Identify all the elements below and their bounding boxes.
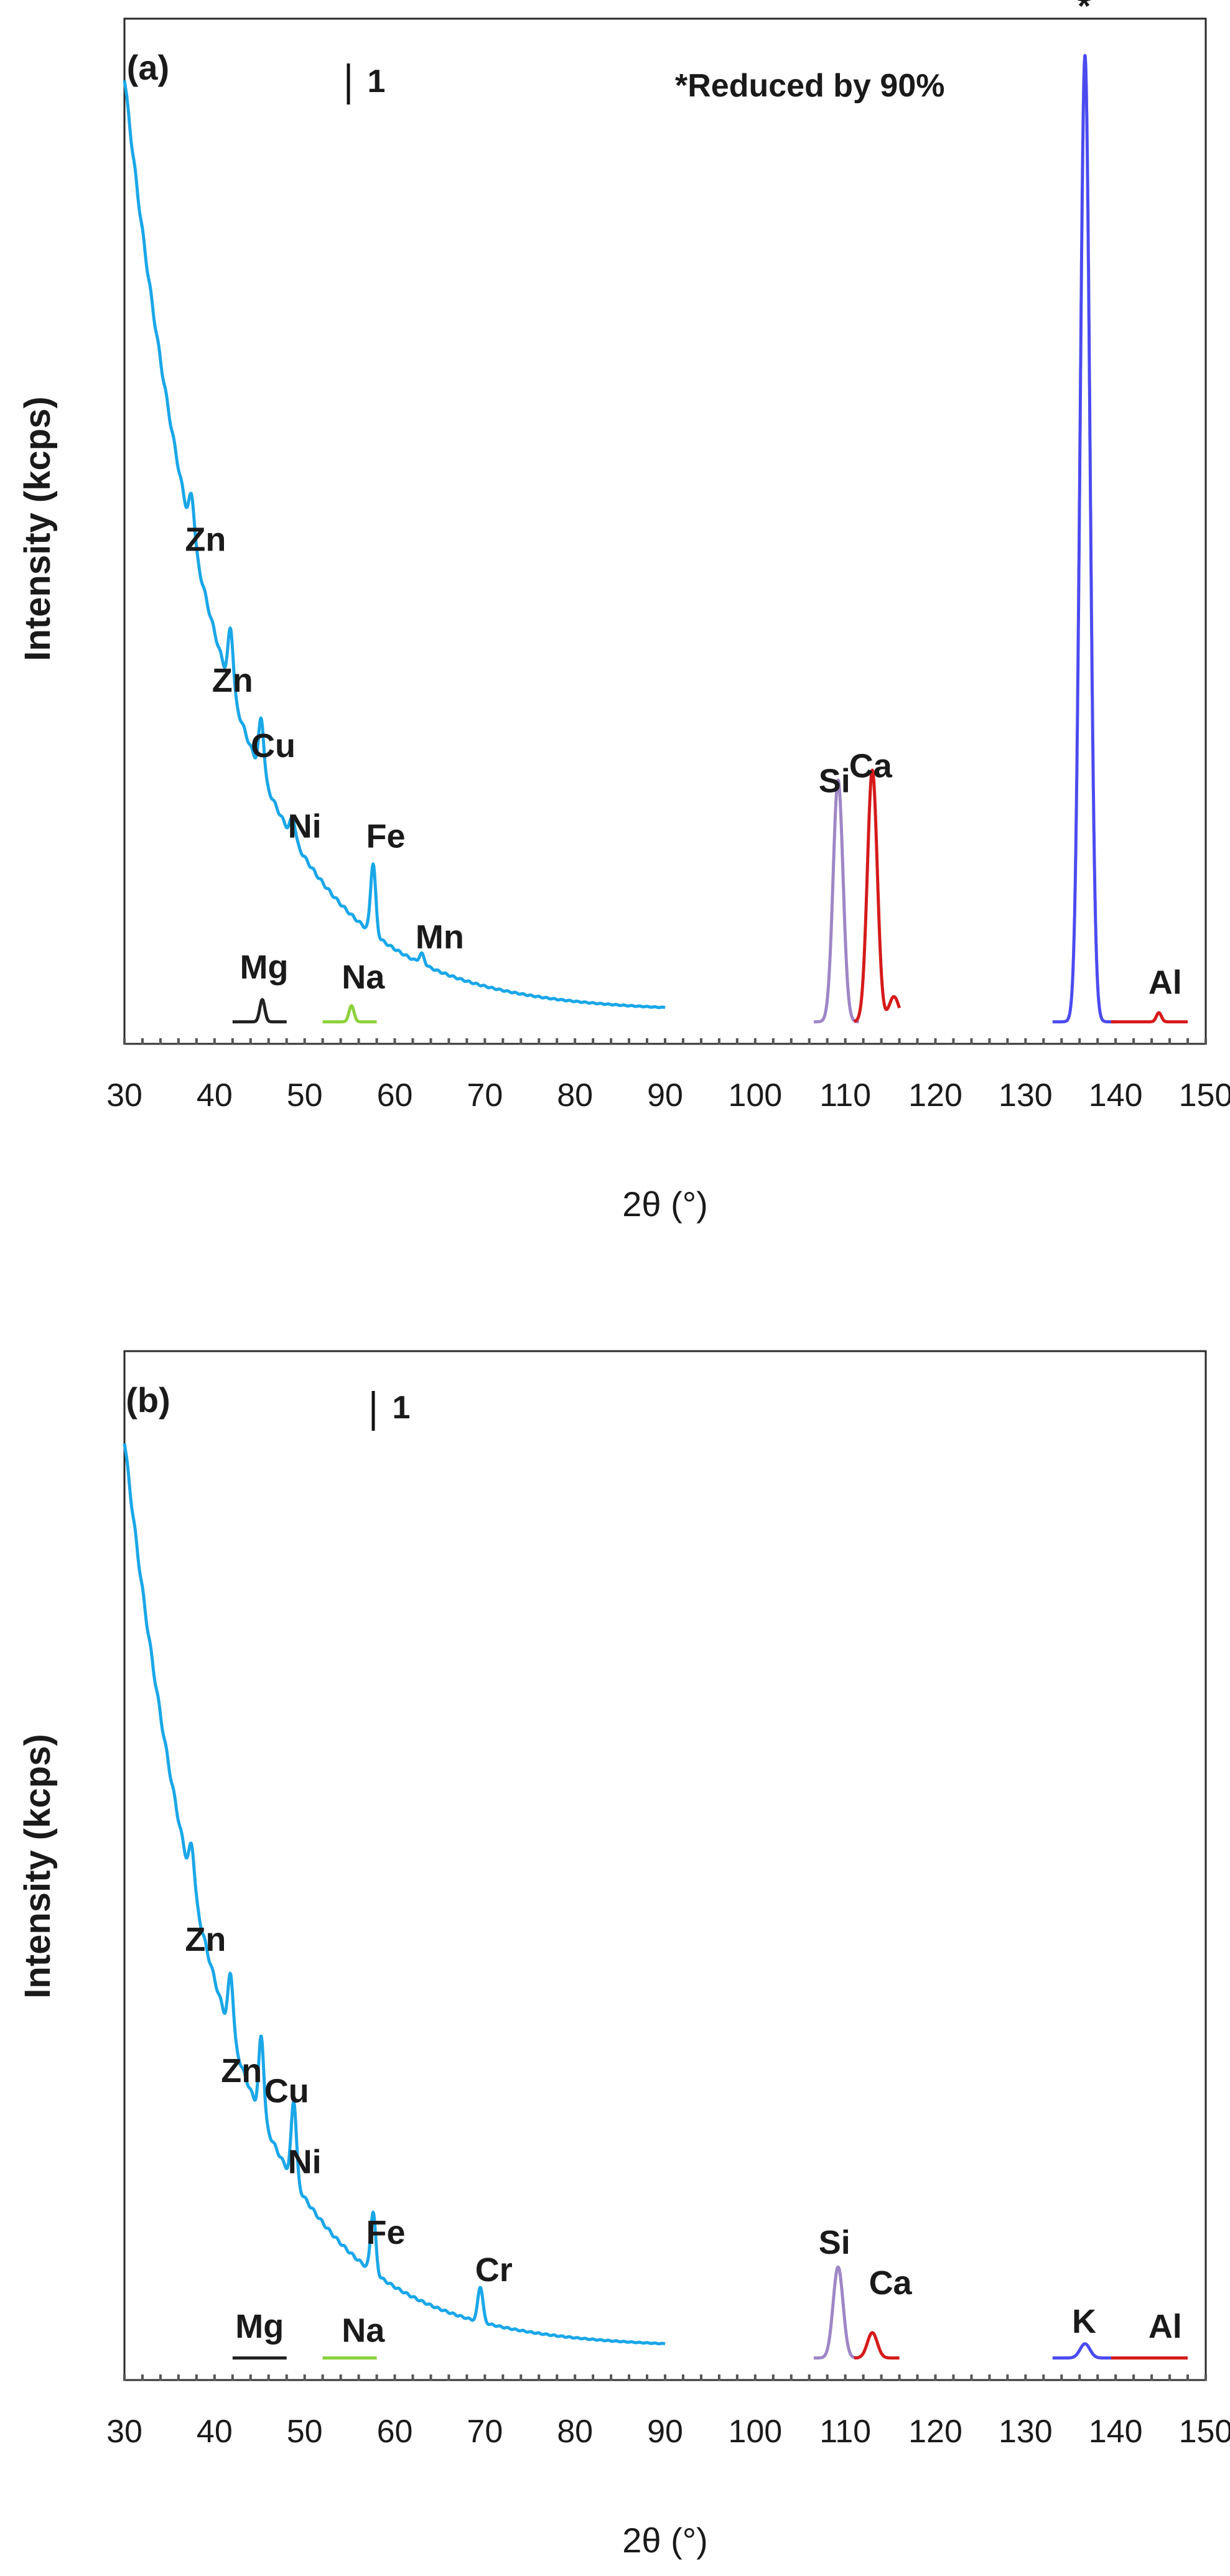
x-tick-label: 30: [106, 1077, 142, 1114]
element-label: Cu: [264, 2073, 309, 2110]
reduction-note: *Reduced by 90%: [675, 68, 945, 104]
series-line-background-scan: [123, 80, 666, 1010]
element-label: Zn: [212, 662, 253, 699]
x-tick-label: 90: [647, 1077, 683, 1114]
element-label: Fe: [366, 2214, 406, 2251]
x-tick-label: 100: [728, 1077, 782, 1114]
series-line-mg: [231, 998, 289, 1024]
x-tick-label: 140: [1089, 2414, 1143, 2450]
x-tick-label: 30: [106, 2414, 142, 2450]
x-tick-label: 40: [197, 2414, 233, 2450]
element-label: Si: [819, 763, 850, 800]
element-label: Ca: [869, 2264, 913, 2302]
element-label: Ni: [288, 2143, 322, 2180]
series-line-k: [1051, 2342, 1117, 2360]
x-tick-label: 50: [287, 1077, 323, 1114]
x-tick-label: 80: [557, 2414, 593, 2450]
element-label: Ca: [849, 747, 893, 784]
series-line-al: [1109, 1011, 1190, 1024]
x-tick-label: 130: [999, 2414, 1053, 2450]
panel-label: (a): [127, 48, 169, 87]
x-tick-label: 130: [999, 1077, 1053, 1114]
element-label: Mg: [240, 949, 289, 986]
x-tick-label: 120: [908, 1077, 962, 1114]
element-label: Zn: [185, 1921, 226, 1958]
element-label: Al: [1148, 964, 1182, 1001]
panel-label: (b): [126, 1380, 170, 1420]
plot-frame: [123, 17, 1207, 1045]
series-line-ca: [852, 2331, 901, 2360]
x-tick-label: 60: [377, 2414, 413, 2450]
element-label: Na: [342, 2312, 385, 2350]
element-label: Mn: [416, 918, 464, 956]
plot-frame: [123, 1350, 1207, 2381]
x-axis-label: 2θ (°): [622, 1184, 708, 1224]
element-label: Fe: [366, 818, 406, 855]
series-line-background-scan: [123, 1443, 666, 2346]
y-axis-label: Intensity (kcps): [17, 1734, 58, 1998]
x-tick-label: 70: [467, 2414, 503, 2450]
element-label: Al: [1148, 2308, 1182, 2345]
series-line-si: [812, 778, 860, 1024]
element-label: Si: [819, 2224, 850, 2261]
x-tick-label: 150: [1179, 1077, 1230, 1114]
x-tick-label: 40: [197, 1077, 233, 1114]
element-label: Cr: [475, 2251, 513, 2289]
element-label: Zn: [221, 2052, 262, 2090]
series-line-ca: [852, 768, 901, 1023]
x-tick-label: 110: [819, 2414, 871, 2450]
scale-bar-label: 1: [393, 1390, 411, 1426]
x-tick-label: 100: [728, 2414, 782, 2450]
chart-panel-a: 30 40 50 60 70 80 90 100 110 120 130 140 150 2θ (°) In…: [17, 0, 1230, 1224]
element-label: Mg: [235, 2308, 284, 2345]
element-label: Na: [342, 959, 385, 996]
series-line-si: [812, 2265, 860, 2360]
element-label: Cu: [251, 727, 296, 765]
x-tick-label: 150: [1179, 2414, 1230, 2450]
element-label: Ni: [288, 807, 322, 845]
x-tick-label: 110: [819, 1077, 871, 1114]
x-tick-label: 80: [557, 1077, 593, 1114]
x-tick-label: 50: [287, 2414, 323, 2450]
x-tick-label: 90: [647, 2414, 683, 2450]
element-label: Zn: [185, 521, 226, 558]
series-line-k: [1051, 53, 1117, 1024]
element-label: *: [1078, 0, 1091, 25]
x-axis-label: 2θ (°): [622, 2521, 708, 2560]
x-tick-label: 140: [1089, 1077, 1143, 1114]
y-axis-label: Intensity (kcps): [17, 396, 58, 661]
series-line-na: [321, 1004, 378, 1024]
scale-bar-label: 1: [368, 63, 386, 100]
x-tick-label: 60: [377, 1077, 413, 1114]
element-label: K: [1072, 2303, 1096, 2340]
x-tick-label: 70: [467, 1077, 503, 1114]
chart-panel-b: 30 40 50 60 70 80 90 100 110 120 130 140 150 2θ (°) In…: [17, 1350, 1230, 2560]
x-tick-label: 120: [908, 2414, 962, 2450]
